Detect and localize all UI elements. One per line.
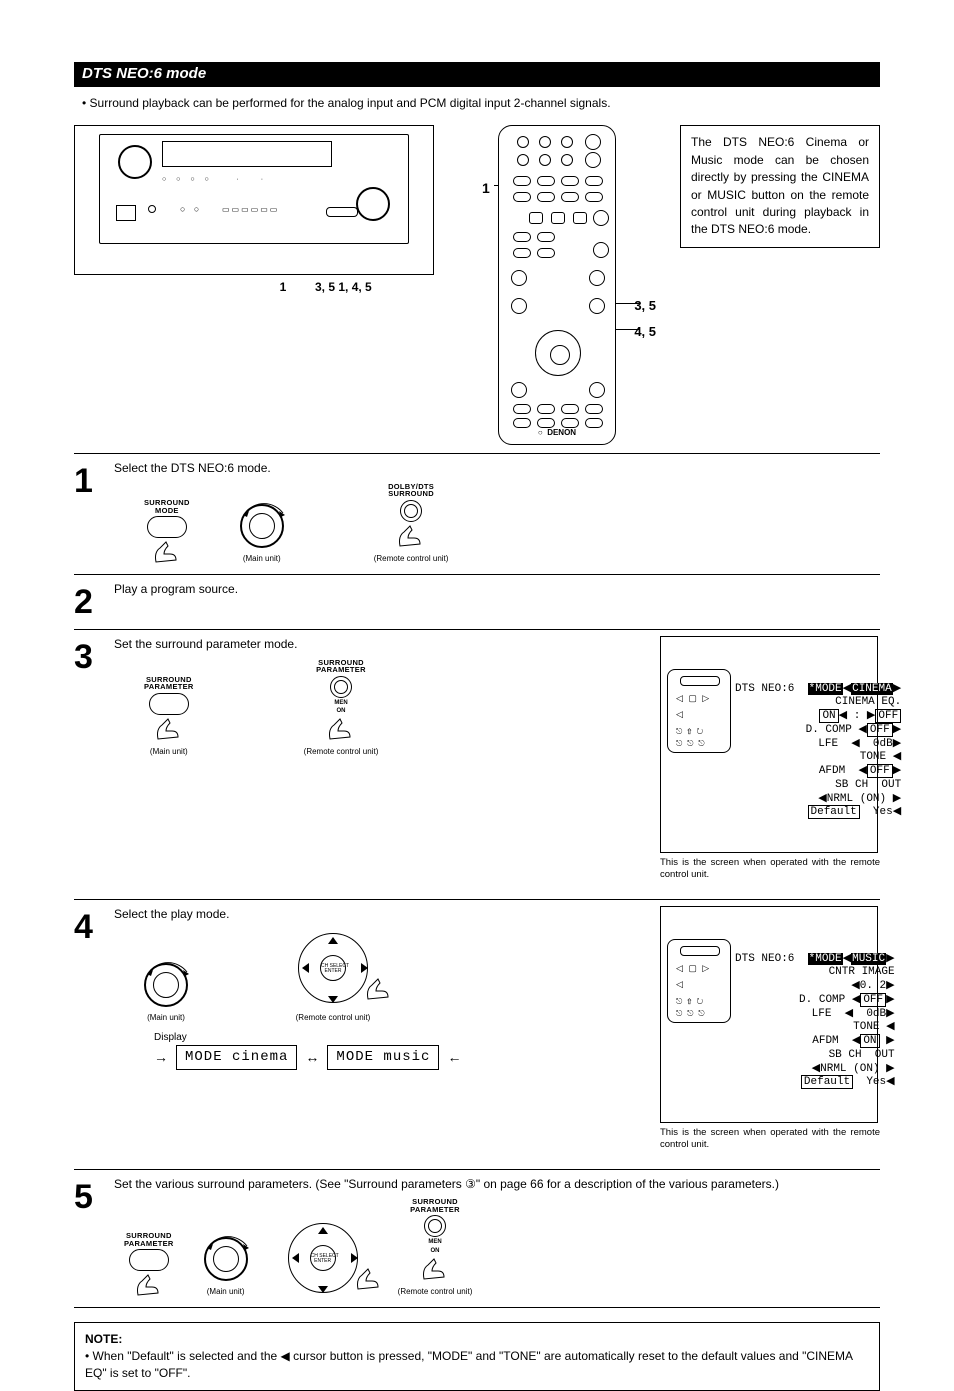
step-3: 3 ◁ ▢ ▷ ◁ ⎋ ⇧ ↻ ⎋ ⎋ ⎋ DTS NEO:6 *MODE◀CI… [74,630,880,900]
surround-parameter-remote-group: SURROUND PARAMETER MENON (Remote control… [398,1198,473,1297]
surround-parameter-remote-icon [424,1215,446,1237]
display-box-music: MODE music [327,1045,439,1070]
dpad-group: CH SELECT ENTER [278,1219,368,1297]
dial-icon [240,504,284,548]
step-5: 5 Set the various surround parameters. (… [74,1170,880,1308]
display-row: Display → MODE cinema ↔ MODE music ← [154,1031,660,1069]
receiver-icon: ○ ○ ○ ○ · · ○ ○ ▭▭▭▭▭▭ [99,134,409,244]
hand-icon [364,977,392,1001]
hand-icon [418,1257,452,1281]
surround-parameter-remote-group: SURROUND PARAMETER MENON (Remote control… [304,659,379,758]
step-text: Play a program source. [114,581,880,597]
note-title: NOTE: [85,1332,122,1346]
hand-icon [324,717,358,741]
remote-callout-45: 4, 5 [634,323,656,341]
side-info-box: The DTS NEO:6 Cinema or Music mode can b… [680,125,880,247]
intro-text: Surround playback can be performed for t… [82,95,880,111]
dpad-group: CH SELECT ENTER (Remote control unit) [288,929,378,1024]
hand-icon [152,717,186,741]
hand-icon [354,1267,382,1291]
dial-icon [204,1237,248,1281]
select-dial-group: (Main unit) [204,1237,248,1298]
surround-parameter-button-group: SURROUND PARAMETER [124,1232,174,1297]
remote-callout-1: 1 [482,179,490,198]
dial-icon [144,963,188,1007]
osd-caption: This is the screen when operated with th… [660,857,880,882]
receiver-panel: ○ ○ ○ ○ · · ○ ○ ▭▭▭▭▭▭ 1 3, 5 1, 4, 5 [74,125,434,295]
osd-remote-icon: ◁ ▢ ▷ ◁ ⎋ ⇧ ↻ ⎋ ⎋ ⎋ [667,939,731,1023]
surround-parameter-button-group: SURROUND PARAMETER (Main unit) [144,676,194,758]
display-box-cinema: MODE cinema [176,1045,297,1070]
step-text: Set the various surround parameters. (Se… [114,1176,880,1192]
step-text: Select the DTS NEO:6 mode. [114,460,880,476]
dolby-dts-button-icon [400,500,422,522]
note-box: NOTE: • When "Default" is selected and t… [74,1322,880,1390]
surround-parameter-button-icon [129,1249,169,1271]
osd-remote-icon: ◁ ▢ ▷ ◁ ⎋ ⇧ ↻ ⎋ ⎋ ⎋ [667,669,731,753]
surround-mode-button-icon [147,516,187,538]
surround-parameter-remote-icon [330,676,352,698]
note-body: When "Default" is selected and the ◀ cur… [85,1349,852,1380]
surround-mode-button-group: SURROUND MODE [144,499,190,564]
surround-parameter-button-icon [149,693,189,715]
step-4: 4 ◁ ▢ ▷ ◁ ⎋ ⇧ ↻ ⎋ ⎋ ⎋ DTS NEO:6 *MODE◀MU… [74,900,880,1170]
remote-callout-35: 3, 5 [634,297,656,315]
remote-panel: 1 3, 5 4, 5 [498,125,616,445]
step-number: 1 [74,460,114,498]
hand-icon [132,1273,166,1297]
remote-icon: ○ DENON [498,125,616,445]
dpad-icon: CH SELECT ENTER [288,929,378,1007]
hand-icon [394,524,428,548]
step-number: 2 [74,581,114,619]
osd-screen-2: ◁ ▢ ▷ ◁ ⎋ ⇧ ↻ ⎋ ⎋ ⎋ DTS NEO:6 *MODE◀MUSI… [660,906,880,1159]
hand-icon [150,540,184,564]
step-2: 2 Play a program source. [74,575,880,630]
section-title: DTS NEO:6 mode [74,62,880,87]
osd-screen-1: ◁ ▢ ▷ ◁ ⎋ ⇧ ↻ ⎋ ⎋ ⎋ DTS NEO:6 *MODE◀CINE… [660,636,880,889]
osd-caption: This is the screen when operated with th… [660,1127,880,1152]
step-1: 1 Select the DTS NEO:6 mode. SURROUND MO… [74,454,880,575]
select-dial-group: (Main unit) [240,504,284,565]
select-dial-group: (Main unit) [144,963,188,1024]
dolby-dts-button-group: DOLBY/DTS SURROUND (Remote control unit) [374,483,449,565]
receiver-callouts: 1 3, 5 1, 4, 5 [74,279,434,295]
overview-row: ○ ○ ○ ○ · · ○ ○ ▭▭▭▭▭▭ 1 3, 5 1, 4, 5 1 … [74,125,880,445]
dpad-icon: CH SELECT ENTER [278,1219,368,1297]
step-number: 4 [74,906,114,944]
step-number: 5 [74,1176,114,1214]
step-number: 3 [74,636,114,674]
